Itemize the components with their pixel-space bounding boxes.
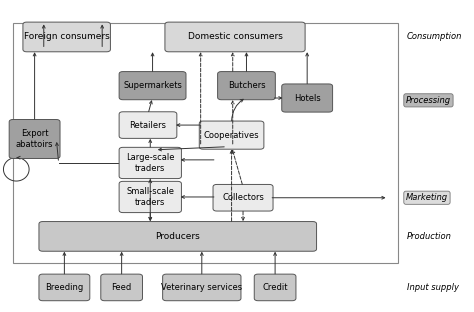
Text: Credit: Credit [262, 283, 288, 292]
Text: Foreign consumers: Foreign consumers [24, 32, 109, 41]
FancyBboxPatch shape [119, 181, 182, 212]
Text: Supermarkets: Supermarkets [123, 81, 182, 90]
Text: Producers: Producers [155, 232, 200, 241]
Text: Cooperatives: Cooperatives [204, 131, 259, 140]
Text: Marketing: Marketing [406, 193, 448, 202]
Text: Large-scale
traders: Large-scale traders [126, 153, 174, 173]
Text: Domestic consumers: Domestic consumers [188, 32, 283, 41]
Text: Butchers: Butchers [228, 81, 265, 90]
FancyBboxPatch shape [119, 147, 182, 178]
FancyBboxPatch shape [9, 119, 60, 158]
FancyBboxPatch shape [119, 112, 177, 139]
Text: Production: Production [407, 232, 452, 241]
FancyBboxPatch shape [218, 71, 275, 100]
Text: Export
abattoirs: Export abattoirs [16, 129, 54, 149]
FancyBboxPatch shape [23, 22, 110, 52]
Text: Veterinary services: Veterinary services [161, 283, 242, 292]
Text: Feed: Feed [111, 283, 132, 292]
FancyBboxPatch shape [39, 274, 90, 301]
Bar [13, 23, 398, 263]
Text: Consumption: Consumption [407, 32, 462, 41]
FancyBboxPatch shape [282, 84, 333, 112]
Text: Collectors: Collectors [222, 193, 264, 202]
FancyBboxPatch shape [165, 22, 305, 52]
Text: Input supply: Input supply [407, 283, 459, 292]
FancyBboxPatch shape [101, 274, 143, 301]
Text: Retailers: Retailers [129, 120, 166, 129]
Text: Processing: Processing [406, 96, 451, 105]
FancyBboxPatch shape [163, 274, 241, 301]
Text: Small-scale
traders: Small-scale traders [126, 187, 174, 207]
FancyBboxPatch shape [213, 184, 273, 211]
FancyBboxPatch shape [119, 71, 186, 100]
FancyBboxPatch shape [254, 274, 296, 301]
FancyBboxPatch shape [39, 222, 317, 251]
Text: Hotels: Hotels [294, 94, 320, 103]
Text: Breeding: Breeding [45, 283, 83, 292]
FancyBboxPatch shape [199, 121, 264, 149]
